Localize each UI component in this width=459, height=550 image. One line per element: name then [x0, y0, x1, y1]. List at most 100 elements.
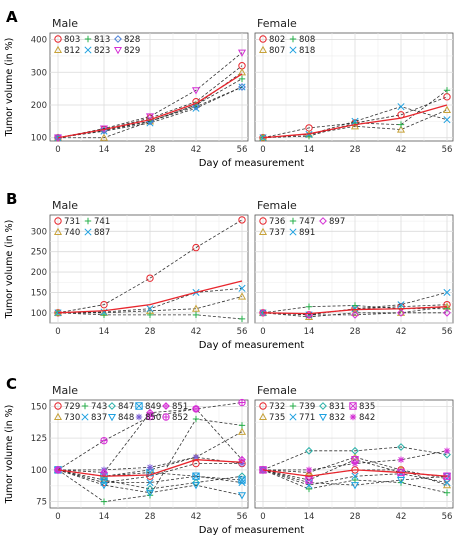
x-axis-label: Day of measurement [199, 340, 305, 351]
point-831 [305, 446, 313, 455]
series-line-831 [262, 446, 448, 471]
point-891 [351, 305, 359, 313]
point-730 [237, 427, 247, 435]
point-831 [397, 443, 405, 451]
point-741 [146, 311, 154, 319]
x-axis-label: Day of measurement [199, 525, 305, 536]
point-831 [351, 446, 359, 455]
x-tick-label: 42 [191, 145, 202, 155]
point-818 [443, 116, 451, 124]
mean-line [262, 104, 448, 139]
point-802 [443, 93, 451, 101]
legend-label-891: 891 [299, 228, 315, 238]
legend-label-897: 897 [329, 217, 345, 227]
legend-label-813: 813 [94, 35, 110, 45]
legend-label-851: 851 [172, 402, 188, 412]
point-739 [443, 489, 451, 496]
point-813 [238, 75, 246, 83]
x-tick-label: 28 [145, 512, 156, 522]
legend-marker-732 [259, 402, 267, 410]
y-tick-label: 300 [31, 68, 47, 78]
point-829 [237, 49, 247, 57]
x-tick-label: 0 [55, 145, 60, 155]
legend-marker-829 [113, 46, 123, 55]
legend-marker-848 [107, 413, 117, 422]
point-850 [146, 464, 154, 471]
point-842 [305, 466, 313, 474]
y-tick-label: 100 [31, 466, 47, 476]
x-tick-label: 42 [191, 327, 202, 337]
point-743 [192, 415, 200, 423]
legend-label-802: 802 [269, 35, 285, 45]
legend-marker-828 [114, 35, 122, 43]
series-line-837 [57, 469, 243, 483]
series-line-848 [57, 469, 243, 496]
legend-marker-802 [259, 35, 267, 43]
legend-marker-891 [289, 228, 297, 236]
point-832 [396, 476, 406, 485]
mean-line [57, 280, 243, 314]
x-tick-label: 28 [145, 327, 156, 337]
facet-title: Female [257, 384, 297, 397]
y-tick-label: 125 [31, 434, 47, 444]
legend-marker-729 [54, 402, 62, 410]
series-line-808 [262, 89, 448, 139]
legend-label-731: 731 [64, 217, 80, 227]
point-832 [350, 482, 360, 490]
legend-label-849: 849 [145, 402, 161, 412]
y-axis-label: Tumor volume (in %) [4, 38, 15, 138]
legend-label-847: 847 [118, 402, 134, 412]
point-848 [191, 482, 201, 490]
point-731 [238, 216, 246, 224]
legend-label-818: 818 [299, 46, 315, 56]
series-line-802 [262, 96, 448, 139]
panel-a: A Tumor volume (in %) Male 100 200 300 400 0 14 2… [4, 8, 454, 169]
y-tick-label: 75 [36, 498, 47, 508]
x-tick-label: 42 [191, 512, 202, 522]
x-tick-label: 14 [304, 145, 315, 155]
x-tick-label: 14 [304, 512, 315, 522]
x-tick-label: 0 [55, 512, 60, 522]
x-tick-label: 56 [442, 327, 453, 337]
point-852 [146, 412, 154, 421]
x-tick-label: 42 [396, 327, 407, 337]
point-842 [397, 456, 405, 463]
legend-marker-771 [289, 413, 297, 421]
point-897 [351, 310, 359, 319]
y-tick-label: 150 [31, 288, 47, 298]
panel-letter: B [6, 190, 17, 208]
series-line-897 [262, 312, 447, 316]
facet-title: Male [52, 384, 78, 397]
legend-label-812: 812 [64, 46, 80, 56]
x-tick-label: 42 [396, 512, 407, 522]
legend-marker-850 [135, 413, 143, 421]
legend-label-835: 835 [359, 402, 375, 412]
panel-letter: A [6, 8, 18, 26]
panel-c: C Tumor volume (in %) Male 75 100 125 150 0 14 28… [4, 375, 454, 536]
legend-marker-897 [319, 217, 327, 225]
point-747 [351, 302, 359, 309]
legend-marker-807 [258, 45, 268, 54]
x-tick-label: 0 [260, 145, 265, 155]
x-tick-label: 0 [55, 327, 60, 337]
legend-label-828: 828 [124, 35, 140, 45]
facet-title: Female [257, 17, 297, 30]
point-849 [238, 476, 246, 484]
legend-marker-813 [84, 35, 92, 43]
point-741 [192, 311, 200, 319]
x-tick-label: 42 [396, 145, 407, 155]
legend-marker-851 [162, 402, 170, 410]
x-tick-label: 0 [260, 512, 265, 522]
y-tick-label: 400 [31, 36, 47, 46]
panel-b: B Tumor volume (in %) Male 100 150 200 250 300 0… [4, 190, 454, 351]
legend-label-837: 837 [91, 413, 107, 423]
series-line-735 [262, 456, 448, 486]
point-737 [350, 308, 360, 316]
legend-marker-735 [258, 412, 268, 421]
